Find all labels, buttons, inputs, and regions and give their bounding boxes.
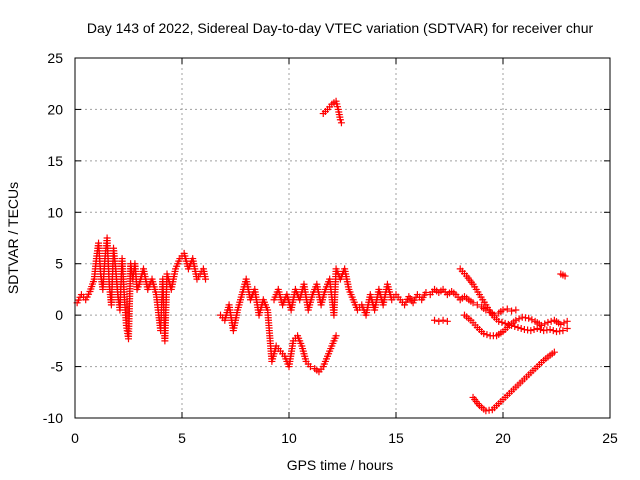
data-point-seg-c — [473, 301, 481, 309]
data-point-seg-g — [515, 315, 523, 323]
x-tick-label: 0 — [71, 430, 79, 446]
axis-ticks: 0 5 10 15 20 25 -10 -5 0 5 10 15 20 25 — [43, 50, 618, 446]
data-point-seg-a — [202, 275, 210, 283]
data-point-seg-b — [332, 332, 340, 340]
data-point-seg-c — [469, 299, 477, 307]
y-tick-label: 20 — [47, 101, 63, 117]
data-point-seg-c — [499, 306, 507, 314]
data-point-seg-d — [443, 317, 451, 325]
y-tick-label: 15 — [47, 153, 63, 169]
grid-lines — [75, 58, 610, 418]
data-point-seg-g — [541, 320, 549, 328]
data-point-seg-f — [549, 327, 557, 335]
chart-title: Day 143 of 2022, Sidereal Day-to-day VTE… — [87, 20, 594, 36]
x-tick-label: 5 — [178, 430, 186, 446]
data-point-seg-g — [528, 316, 536, 324]
data-point-seg-b — [306, 363, 314, 371]
data-point-seg-g — [560, 319, 568, 327]
data-point-seg-e — [337, 119, 345, 127]
data-point-seg-f — [498, 318, 506, 326]
x-tick-label: 25 — [602, 430, 618, 446]
data-point-seg-g — [563, 317, 571, 325]
data-point-seg-f — [501, 319, 509, 327]
y-tick-label: -5 — [51, 359, 64, 375]
data-point-seg-g — [480, 330, 488, 338]
data-point-seg-f — [559, 327, 567, 335]
y-tick-label: -10 — [43, 410, 63, 426]
data-point-seg-c — [503, 305, 511, 313]
y-axis-label: SDTVAR / TECUs — [5, 182, 21, 294]
y-tick-label: 25 — [47, 50, 63, 66]
data-point-seg-d — [431, 316, 439, 324]
y-tick-label: 0 — [55, 307, 63, 323]
data-point-seg-d — [435, 317, 443, 325]
data-point-seg-f — [563, 325, 571, 333]
data-point-seg-f — [536, 326, 544, 334]
data-point-seg-c — [422, 289, 430, 297]
x-tick-label: 20 — [495, 430, 511, 446]
data-point-seg-h — [550, 348, 558, 356]
y-tick-label: 10 — [47, 204, 63, 220]
x-axis-label: GPS time / hours — [287, 457, 394, 473]
data-point-seg-f — [504, 320, 512, 328]
data-point-seg-f — [530, 326, 538, 334]
data-point-seg-f — [514, 323, 522, 331]
data-point-seg-e — [336, 116, 344, 124]
data-point-seg-f — [546, 326, 554, 334]
data-point-seg-g — [557, 320, 565, 328]
y-tick-label: 5 — [55, 256, 63, 272]
data-point-seg-f — [527, 327, 535, 335]
data-point-seg-i — [561, 272, 569, 280]
data-point-seg-g — [544, 318, 552, 326]
data-point-seg-g — [525, 314, 533, 322]
data-point-seg-d — [439, 316, 447, 324]
data-point-seg-g — [483, 331, 491, 339]
data-point-seg-f — [495, 317, 503, 325]
data-point-seg-f — [517, 325, 525, 333]
plot-frame — [74, 57, 611, 419]
data-point-seg-c — [508, 307, 516, 315]
data-point-seg-g — [538, 321, 546, 329]
x-tick-label: 15 — [388, 430, 404, 446]
data-point-seg-g — [512, 316, 520, 324]
data-point-seg-c — [512, 306, 520, 314]
x-tick-label: 10 — [281, 430, 297, 446]
data-points — [73, 97, 571, 415]
